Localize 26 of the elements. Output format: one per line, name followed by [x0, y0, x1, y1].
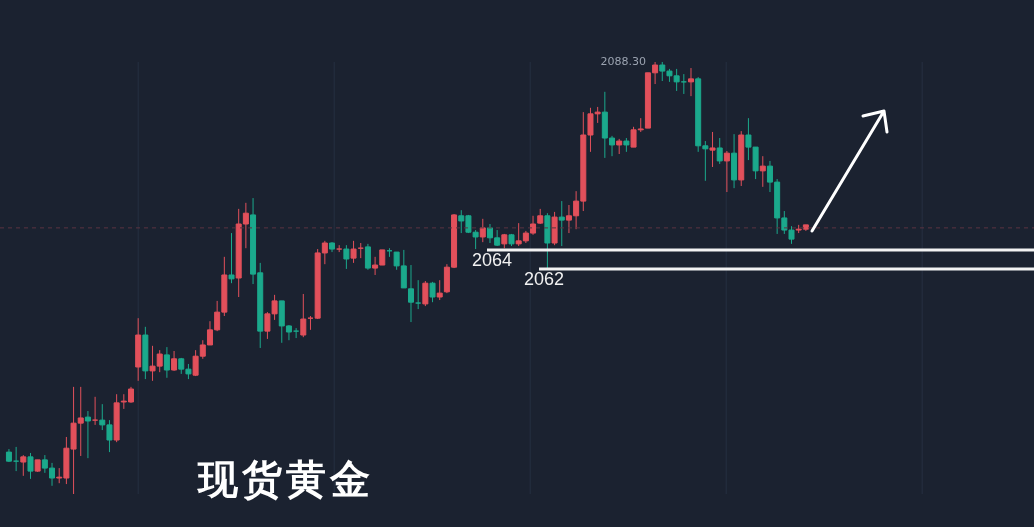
candlestick [228, 232, 235, 284]
candlestick [709, 131, 716, 168]
text: 现货黄金 [198, 454, 374, 504]
candlestick [415, 279, 422, 310]
candlestick [84, 410, 91, 459]
candlestick [300, 293, 307, 338]
candlestick [687, 67, 694, 97]
candlestick [716, 137, 723, 165]
candlestick [92, 396, 99, 426]
candlestick [558, 200, 565, 247]
candlestick [723, 150, 730, 193]
candlestick [759, 155, 766, 188]
candlestick [343, 244, 350, 270]
candlestick [429, 281, 436, 303]
annotation: 2062 [524, 268, 565, 289]
candlestick [436, 279, 443, 301]
annotation: 2088.30 [600, 55, 647, 68]
candlestick [171, 350, 178, 372]
annotation: 2064 [472, 249, 513, 270]
candlestick [422, 280, 429, 307]
candlestick [479, 218, 486, 243]
candlestick [163, 346, 170, 379]
candlestick [364, 243, 371, 271]
candlestick [27, 452, 34, 480]
candlestick [20, 454, 27, 477]
candlestick [293, 327, 300, 339]
